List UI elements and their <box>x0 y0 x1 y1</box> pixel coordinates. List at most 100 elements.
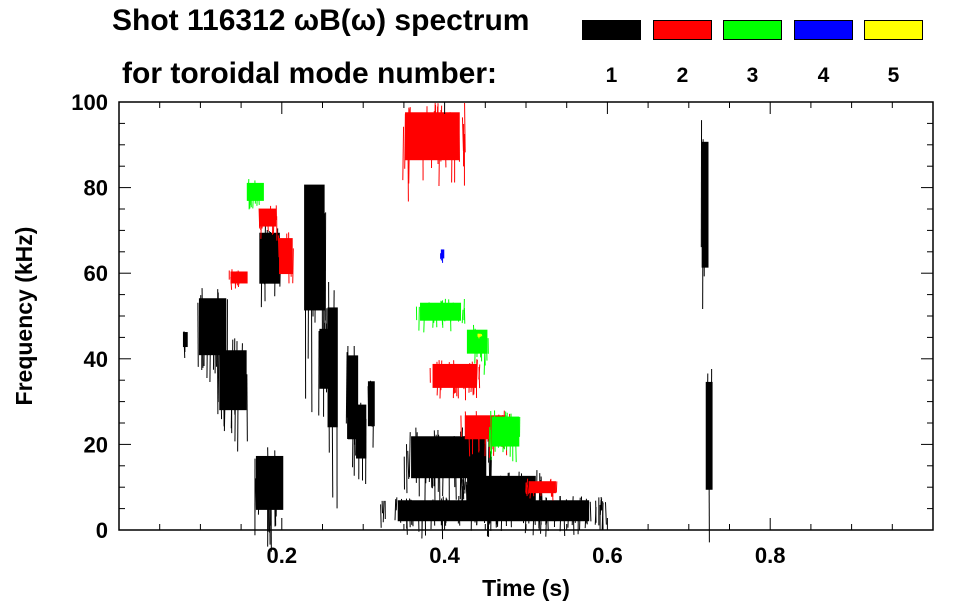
mode-2-streak <box>526 484 529 495</box>
mode-3-streak <box>252 190 255 209</box>
mode-1-streak <box>574 503 576 523</box>
mode-2-streak <box>236 271 238 286</box>
y-tick-label: 40 <box>84 347 108 372</box>
mode-3-streak <box>452 305 455 321</box>
mode-1-streak <box>425 441 428 484</box>
mode-3-streak <box>256 190 258 206</box>
mode-1-streak <box>320 194 323 290</box>
mode-3-streak <box>488 427 491 447</box>
mode-1-streak <box>211 308 213 354</box>
mode-1-streak <box>241 343 243 378</box>
mode-1-streak <box>513 481 516 510</box>
mode-2-streak <box>468 363 471 393</box>
mode-1-region-14 <box>700 120 709 309</box>
mode-3-streak <box>502 421 505 453</box>
mode-1-streak <box>346 346 349 418</box>
mode-1-streak <box>369 380 372 424</box>
mode-2-streak <box>470 372 473 393</box>
mode-3-region-25 <box>488 410 521 463</box>
mode-2-streak <box>440 109 443 152</box>
mode-1-streak <box>454 449 457 500</box>
mode-2-streak <box>237 277 240 288</box>
mode-2-streak <box>232 274 235 284</box>
mode-1-streak <box>315 192 318 280</box>
mode-1-core <box>367 381 375 427</box>
mode-2-streak <box>402 126 405 181</box>
mode-2-streak <box>529 486 532 499</box>
mode-3-streak <box>484 334 486 366</box>
legend-label-3: 3 <box>746 64 759 87</box>
x-tick-label: 0.4 <box>429 543 460 568</box>
mode-1-streak <box>485 487 488 510</box>
legend-label-5: 5 <box>887 64 900 87</box>
mode-1-streak <box>601 502 604 531</box>
mode-2-streak <box>438 360 441 387</box>
mode-1-streak <box>395 497 398 511</box>
mode-1-streak <box>563 506 566 537</box>
mode-2-streak <box>261 216 264 229</box>
mode-1-streak <box>332 290 335 391</box>
mode-4-region-27 <box>440 249 445 263</box>
mode-3-streak <box>485 335 488 361</box>
mode-2-streak <box>467 417 470 433</box>
mode-1-region-3 <box>254 447 284 552</box>
mode-1-streak <box>230 355 233 429</box>
chart-title: Shot 116312 ωB(ω) spectrum <box>112 4 530 37</box>
mode-1-region-8 <box>345 345 359 476</box>
mode-2-streak <box>458 126 460 162</box>
mode-1-streak <box>462 479 465 500</box>
mode-3-streak <box>490 411 493 454</box>
mode-1-streak <box>314 208 317 323</box>
mode-1-streak <box>431 442 434 489</box>
mode-1-streak <box>183 337 186 359</box>
axis-ticks <box>119 101 934 531</box>
mode-1-streak <box>360 402 362 446</box>
mode-3-streak <box>494 410 496 452</box>
mode-1-region-15 <box>705 368 713 543</box>
y-tick-label: 20 <box>84 432 108 457</box>
mode-1-region-4 <box>259 222 282 308</box>
mode-1-streak <box>367 386 370 415</box>
mode-3-streak <box>472 333 475 353</box>
mode-1-streak <box>495 501 497 528</box>
mode-1-region-9 <box>355 402 367 484</box>
mode-1-region-7 <box>325 282 338 509</box>
mode-3-region-23 <box>415 298 466 333</box>
mode-1-streak <box>589 501 592 522</box>
mode-3-streak <box>423 308 426 333</box>
mode-1-streak <box>268 241 270 276</box>
mode-1-region-2 <box>216 338 248 452</box>
mode-2-region-17 <box>429 359 481 401</box>
mode-3-streak <box>433 309 436 323</box>
mode-1-region-13 <box>460 470 543 527</box>
legend-swatch-4 <box>794 20 853 40</box>
mode-2-region-19 <box>258 205 278 241</box>
mode-2-streak <box>258 208 261 229</box>
mode-1-streak <box>571 496 574 526</box>
mode-5-region-28 <box>477 333 483 339</box>
mode-1-streak <box>565 499 568 515</box>
mode-2-streak <box>473 365 476 395</box>
mode-3-core <box>420 302 462 321</box>
y-tick-label: 0 <box>96 518 108 543</box>
mode-2-streak <box>532 482 535 497</box>
mode-1-streak <box>705 160 708 266</box>
mode-1-streak <box>516 485 519 509</box>
mode-2-streak <box>464 103 466 153</box>
y-tick-label: 60 <box>84 261 108 286</box>
mode-2-streak <box>438 133 441 186</box>
x-tick-label: 0.6 <box>592 543 623 568</box>
mode-1-streak <box>269 461 271 526</box>
mode-2-core <box>528 481 556 494</box>
mode-3-streak <box>489 429 492 461</box>
mode-1-streak <box>494 476 496 503</box>
mode-1-streak <box>429 500 431 519</box>
mode-1-streak <box>559 495 562 516</box>
legend-swatch-2 <box>653 20 712 40</box>
mode-3-streak <box>497 429 499 448</box>
legend-label-4: 4 <box>817 64 830 87</box>
mode-2-streak <box>404 113 406 169</box>
mode-2-streak <box>540 483 543 497</box>
mode-1-streak <box>442 496 445 518</box>
spectrum-marks <box>182 102 713 552</box>
